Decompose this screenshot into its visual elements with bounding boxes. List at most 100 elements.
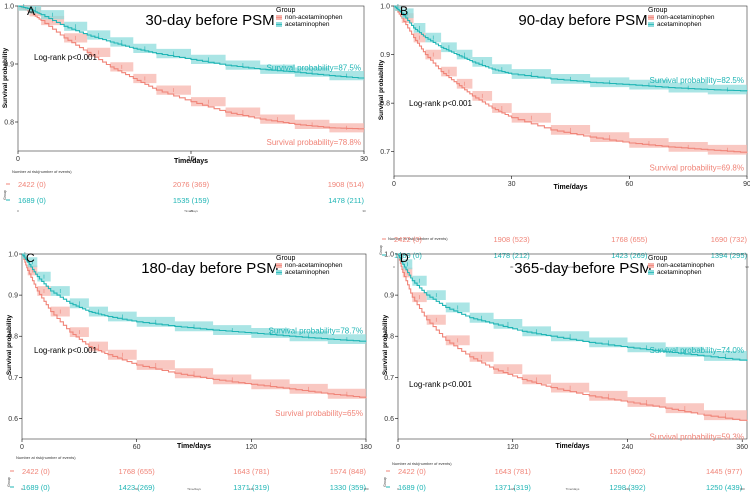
risk-time-tick: 360 [740, 487, 745, 491]
risk-header: Number at risk(number of events) [388, 236, 448, 241]
chart-title: 365-day before PSM [514, 260, 652, 277]
risk-cell: 1445 (977) [706, 467, 743, 476]
risk-cell: 2422 (0) [18, 180, 46, 189]
risk-xlabel: Time/days [566, 487, 580, 491]
x-tick-label: 360 [736, 444, 748, 451]
risk-header: Number at risk(number of events) [16, 455, 76, 460]
x-axis-label: Time/days [555, 443, 589, 450]
risk-cell: 1643 (781) [233, 467, 270, 476]
legend-label-non-acetaminophen: non-acetaminophen [285, 262, 343, 269]
chart-title: 180-day before PSM [141, 260, 279, 277]
risk-xlabel: Time/days [187, 487, 201, 491]
y-tick-label: 0.7 [384, 375, 394, 382]
risk-cell: 1690 (732) [711, 235, 748, 244]
ci-band-acetaminophen [398, 254, 747, 366]
annotation-non-acetaminophen: Survival probability=65% [275, 409, 363, 418]
risk-cell: 2422 (0) [22, 467, 50, 476]
x-tick-label: 0 [16, 156, 20, 163]
risk-xlabel: Time/days [184, 209, 198, 213]
risk-time-tick: 120 [510, 487, 515, 491]
risk-cell: 1574 (848) [330, 467, 367, 476]
y-axis-label: Survival probability [378, 59, 385, 120]
risk-cell: 2076 (369) [173, 180, 210, 189]
x-tick-label: 30 [508, 181, 516, 188]
risk-time-tick: 0 [17, 209, 19, 213]
x-tick-label: 90 [743, 181, 750, 188]
legend-title: Group [648, 7, 668, 14]
risk-cell: 1478 (211) [328, 196, 364, 205]
risk-cell: 1298 (392) [609, 483, 646, 492]
annotation-non-acetaminophen: Survival probability=59.3% [650, 432, 745, 441]
risk-header: Number at risk(number of events) [392, 461, 452, 466]
y-tick-label: 0.8 [384, 334, 394, 341]
panel-a: 1.0 0.9 0.8 0 15 30 Time/days Survival probabil… [2, 4, 368, 214]
panel-letter: B [400, 4, 408, 18]
risk-time-tick: 60 [628, 265, 632, 269]
risk-cell: 1250 (439) [706, 483, 743, 492]
logrank-label: Log-rank p<0.001 [409, 99, 472, 108]
risk-axis-label: Group [7, 477, 11, 487]
risk-cell: 1394 (295) [711, 251, 748, 260]
plot-frame [397, 253, 748, 440]
legend-label-non-acetaminophen: non-acetaminophen [657, 14, 715, 21]
annotation-acetaminophen: Survival probability=82.5% [650, 76, 745, 85]
risk-time-tick: 120 [249, 487, 254, 491]
survival-line-acetaminophen [22, 253, 367, 342]
logrank-label: Log-rank p<0.001 [409, 380, 472, 389]
x-axis-label: Time/days [174, 158, 208, 165]
risk-cell: 1689 (0) [394, 251, 422, 260]
legend-title: Group [276, 255, 296, 262]
survival-line-acetaminophen [18, 5, 365, 79]
logrank-label: Log-rank p<0.001 [34, 53, 97, 62]
survival-line-non-acetaminophen [22, 253, 367, 398]
y-tick-label: 1.0 [380, 4, 390, 11]
annotation-acetaminophen: Survival probability=74.0% [650, 346, 745, 355]
risk-time-tick: 0 [393, 265, 395, 269]
y-tick-label: 0.9 [4, 62, 14, 69]
panel-c: 1.0 0.9 0.8 0.7 0.6 0 60 120 180 Time/days Surviva… [6, 251, 372, 492]
risk-cell: 1768 (655) [611, 235, 648, 244]
y-axis-label: Survival probability [2, 47, 9, 108]
risk-cell: 1768 (655) [119, 467, 156, 476]
y-tick-label: 0.9 [380, 52, 390, 59]
y-tick-label: 0.7 [380, 149, 390, 156]
x-tick-label: 0 [392, 181, 396, 188]
x-tick-label: 60 [625, 181, 633, 188]
risk-cell: 1535 (159) [173, 196, 210, 205]
y-tick-label: 0.8 [380, 101, 390, 108]
risk-cell: 2422 (0) [394, 235, 422, 244]
risk-axis-label: Group [3, 190, 7, 200]
risk-cell: 1478 (212) [494, 251, 531, 260]
risk-time-tick: 30 [510, 265, 514, 269]
risk-cell: 1908 (514) [328, 180, 365, 189]
legend-label-non-acetaminophen: non-acetaminophen [285, 14, 343, 21]
y-tick-label: 0.9 [384, 293, 394, 300]
risk-cell: 1371 (319) [233, 483, 270, 492]
y-tick-label: 1.0 [384, 252, 394, 259]
risk-axis-label: Group [383, 477, 387, 487]
survival-line-non-acetaminophen [18, 5, 365, 130]
risk-cell: 2422 (0) [398, 467, 426, 476]
risk-cell: 1908 (523) [494, 235, 531, 244]
y-tick-label: 0.9 [8, 293, 18, 300]
chart-title: 90-day before PSM [518, 12, 647, 29]
x-tick-label: 240 [622, 444, 634, 451]
risk-header: Number at risk(number of events) [12, 169, 72, 174]
x-tick-label: 120 [507, 444, 519, 451]
y-tick-label: 0.8 [4, 120, 14, 127]
survival-line-non-acetaminophen [398, 253, 748, 422]
risk-axis-label: Group [379, 245, 383, 255]
y-axis-label: Survival probability [6, 314, 13, 375]
annotation-acetaminophen: Survival probability=87.5% [267, 64, 362, 73]
risk-cell: 1371 (319) [495, 483, 532, 492]
risk-cell: 1330 (359) [330, 483, 367, 492]
risk-cell: 1520 (902) [609, 467, 646, 476]
x-tick-label: 180 [360, 444, 372, 451]
survival-line-acetaminophen [394, 5, 748, 92]
risk-cell: 1689 (0) [18, 196, 46, 205]
risk-cell: 1423 (269) [119, 483, 156, 492]
x-axis-label: Time/days [553, 184, 587, 191]
risk-cell: 1643 (781) [495, 467, 532, 476]
